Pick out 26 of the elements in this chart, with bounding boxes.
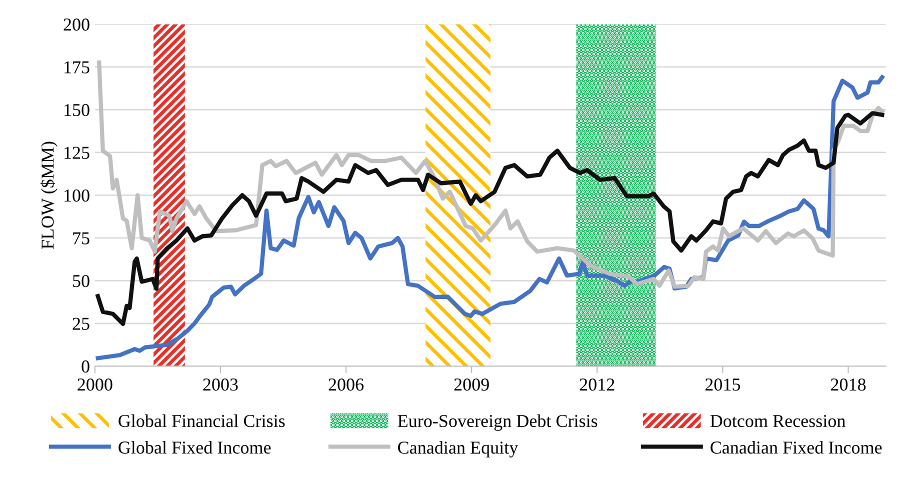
legend-label: Canadian Fixed Income [710,440,882,454]
x-tick-label: 2000 [78,378,112,391]
y-tick-label: 0 [82,360,90,373]
x-tick-label: 2003 [203,378,238,391]
x-tick-label: 2006 [328,378,364,391]
y-tick-label: 150 [64,104,90,116]
x-tick-label: 2018 [830,378,866,391]
y-tick-label: 200 [64,18,90,31]
y-tick-label: 25 [72,318,90,330]
y-tick-label: 125 [64,146,90,159]
legend-label: Global Fixed Income [118,440,271,454]
y-tick-label: 75 [73,232,90,244]
x-tick-label: 2012 [580,378,614,391]
legend-label: Dotcom Recession [710,414,846,428]
y-tick-label: 100 [64,189,90,202]
legend-label: Global Financial Crisis [118,414,285,428]
x-tick-label: 2015 [705,378,740,391]
line-series [97,60,884,289]
line-series [96,75,884,360]
line-series [96,111,884,326]
y-tick-label: 50 [73,274,90,288]
y-axis-title: FLOW ($MM) [40,142,58,249]
y-tick-label: 175 [64,61,90,74]
legend-label: Euro-Sovereign Debt Crisis [398,414,598,431]
legend-label: Canadian Equity [398,441,518,458]
x-tick-label: 2009 [454,378,489,391]
